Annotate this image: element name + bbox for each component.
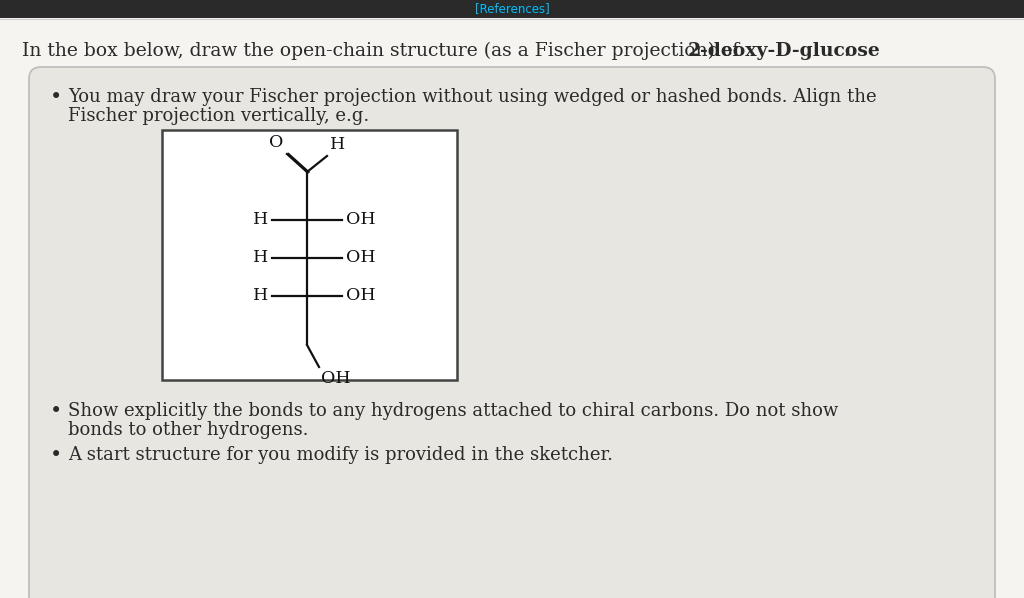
Text: H: H	[253, 212, 268, 228]
Text: H: H	[253, 249, 268, 267]
Bar	[162, 130, 457, 380]
Bar	[0, 0, 1024, 18]
Text: You may draw your Fischer projection without using wedged or hashed bonds. Align: You may draw your Fischer projection wit…	[68, 88, 877, 106]
Text: H: H	[330, 136, 345, 153]
Text: Show explicitly the bonds to any hydrogens attached to chiral carbons. Do not sh: Show explicitly the bonds to any hydroge…	[68, 402, 839, 420]
Text: .: .	[843, 42, 849, 60]
Text: •: •	[50, 446, 62, 465]
Text: •: •	[50, 402, 62, 421]
Text: OH: OH	[321, 370, 350, 387]
Text: OH: OH	[346, 249, 376, 267]
Text: A start structure for you modify is provided in the sketcher.: A start structure for you modify is prov…	[68, 446, 613, 464]
Text: H: H	[253, 288, 268, 304]
Text: 2-deoxy-D-glucose: 2-deoxy-D-glucose	[688, 42, 881, 60]
Text: [References]: [References]	[475, 2, 549, 16]
Text: Fischer projection vertically, e.g.: Fischer projection vertically, e.g.	[68, 107, 370, 125]
FancyBboxPatch shape	[29, 67, 995, 598]
Text: OH: OH	[346, 288, 376, 304]
Text: bonds to other hydrogens.: bonds to other hydrogens.	[68, 421, 308, 439]
Text: O: O	[268, 134, 283, 151]
Text: OH: OH	[346, 212, 376, 228]
Text: •: •	[50, 88, 62, 107]
Text: In the box below, draw the open-chain structure (as a Fischer projection) of: In the box below, draw the open-chain st…	[22, 42, 745, 60]
